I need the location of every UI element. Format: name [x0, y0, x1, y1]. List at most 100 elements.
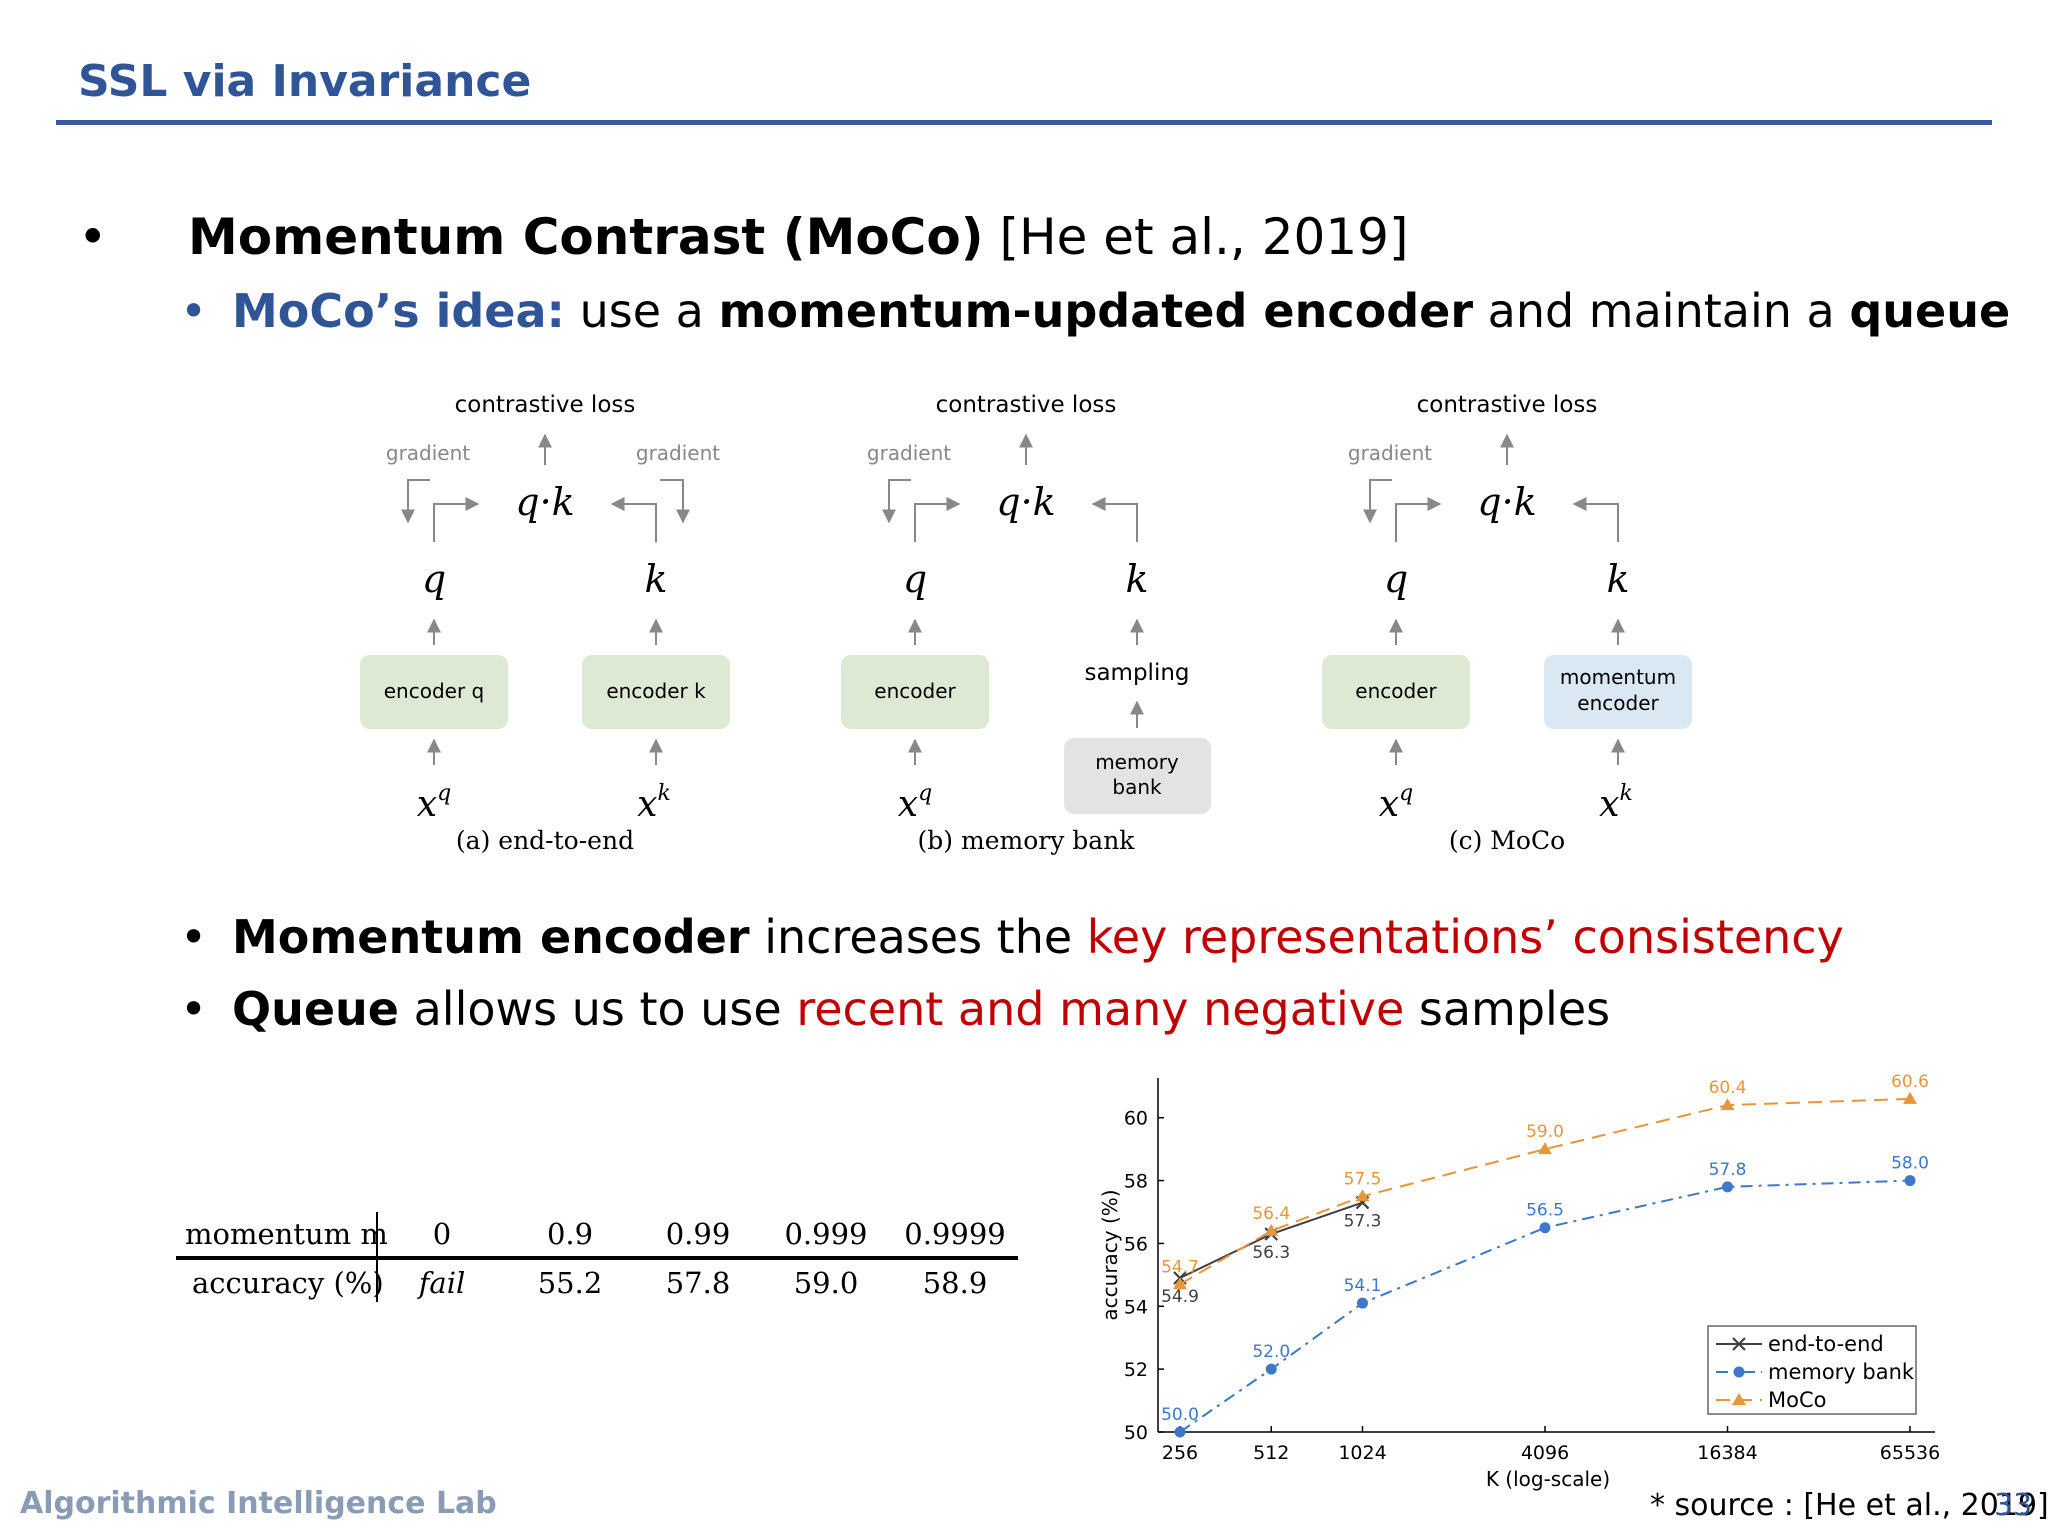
- encoder-box: [841, 655, 989, 729]
- xk-symbol: xk: [1599, 781, 1633, 825]
- data-point: [1722, 1181, 1733, 1193]
- data-label: 54.9: [1161, 1287, 1199, 1307]
- title-divider: [56, 120, 1992, 125]
- momentum-encoder-red: key representations’ consistency: [1086, 910, 1844, 964]
- bullet-momentum-encoder: • Momentum encoder increases the key repr…: [180, 910, 1844, 964]
- x-tick-label: 256: [1162, 1442, 1198, 1464]
- bullet-queue: • Queue allows us to use recent and many …: [180, 982, 1610, 1036]
- bullet-moco-cite: [He et al., 2019]: [983, 208, 1409, 266]
- queue-text-2: samples: [1404, 982, 1611, 1036]
- data-label: 52.0: [1252, 1342, 1290, 1362]
- idea-lead: MoCo’s idea:: [232, 284, 565, 338]
- data-label: 57.8: [1709, 1160, 1747, 1180]
- encoder-k-label: encoder k: [606, 679, 706, 703]
- series-line: [1179, 1097, 1911, 1286]
- y-axis-label: accuracy (%): [1098, 1189, 1122, 1320]
- k-symbol: k: [644, 557, 667, 601]
- gradient-arrow-left: [1363, 479, 1392, 524]
- momentum-table: momentum m accuracy (%) 0 0.9 0.99 0.999 0.9…: [176, 1212, 1018, 1302]
- y-tick-label: 60: [1124, 1108, 1148, 1130]
- y-tick-label: 54: [1124, 1296, 1148, 1318]
- table-cell-momentum: 0.9: [547, 1217, 593, 1251]
- legend-marker: [1732, 1393, 1746, 1405]
- x-tick-label: 512: [1253, 1442, 1289, 1464]
- data-label: 60.4: [1709, 1078, 1747, 1098]
- panel-memory-bank: contrastive loss gradient q·k q k encode…: [841, 392, 1211, 855]
- table-cell-momentum: 0: [433, 1217, 451, 1251]
- legend-label: end-to-end: [1768, 1332, 1884, 1356]
- gradient-arrow-right: [660, 479, 690, 524]
- memory-bank-label-2: bank: [1112, 775, 1162, 799]
- data-point: [1355, 1189, 1370, 1202]
- table-cell-momentum: 0.99: [666, 1217, 731, 1251]
- data-point: [1904, 1175, 1916, 1187]
- bullet-icon: •: [180, 910, 208, 964]
- data-label: 56.5: [1526, 1201, 1564, 1221]
- y-tick-label: 56: [1124, 1233, 1148, 1255]
- moco-diagram: contrastive loss gradient gradient q·k q…: [360, 392, 1692, 855]
- legend-label: memory bank: [1768, 1360, 1915, 1384]
- footer-source: * source : [He et al., 2019]: [1650, 1488, 2048, 1523]
- gradient-label-right: gradient: [636, 441, 720, 465]
- encoder-k-box: [582, 655, 730, 729]
- queue-text-1: allows us to use: [399, 982, 797, 1036]
- bullet-moco: • Momentum Contrast (MoCo) [He et al., 20…: [78, 208, 1408, 266]
- gradient-label-left: gradient: [867, 441, 951, 465]
- caption-end-to-end: (a) end-to-end: [456, 826, 634, 855]
- data-point: [1903, 1091, 1917, 1104]
- qk-symbol: q·k: [1477, 480, 1536, 524]
- q-to-qk-arrow: [433, 497, 480, 542]
- momentum-encoder-label-1: momentum: [1560, 665, 1676, 689]
- legend-marker: [1732, 1337, 1746, 1351]
- xq-symbol: xq: [1379, 781, 1413, 825]
- encoder-q-box: [360, 655, 508, 729]
- k-symbol: k: [1125, 557, 1148, 601]
- data-label: 59.0: [1526, 1122, 1564, 1142]
- idea-text-2: and maintain a: [1473, 284, 1850, 338]
- qk-symbol: q·k: [996, 480, 1055, 524]
- q-symbol: q: [903, 557, 927, 601]
- series-layer: 54.956.357.350.052.054.156.557.8 58.054.7…: [1161, 1072, 1929, 1438]
- series-memory-bank: 50.0 52.0 54.1 56.5 57.8 58.0: [1161, 1154, 1929, 1438]
- data-label: 50.0: [1161, 1405, 1199, 1425]
- data-label: 54.7: [1161, 1257, 1199, 1277]
- chart-legend: end-to-end memory bank MoCo: [1707, 1325, 1917, 1415]
- data-point: [1174, 1426, 1186, 1438]
- memory-bank-label-1: memory: [1095, 750, 1179, 774]
- bullet-moco-idea: • MoCo’s idea: use a momentum-updated enc…: [180, 284, 2010, 338]
- idea-bold-2: queue: [1849, 284, 2011, 338]
- x-tick-label: 4096: [1521, 1442, 1569, 1464]
- table-cells: 0 0.9 0.99 0.999 0.9999 fail 55.2 57.8 59.0 58.9: [417, 1217, 1006, 1300]
- k-symbol: k: [1606, 557, 1629, 601]
- table-cell-accuracy: 55.2: [538, 1266, 603, 1300]
- series-line: [1179, 1179, 1911, 1433]
- gradient-label-left: gradient: [1348, 441, 1432, 465]
- memory-bank-box: [1064, 738, 1211, 814]
- qk-symbol: q·k: [515, 480, 574, 524]
- data-point: [1720, 1098, 1735, 1111]
- x-tick-label: 1024: [1338, 1442, 1386, 1464]
- data-point: [1357, 1297, 1368, 1309]
- data-point: [1539, 1222, 1551, 1234]
- table-header-momentum-text: momentum m: [185, 1217, 388, 1251]
- table-header-accuracy: accuracy (%): [192, 1266, 384, 1300]
- panel-moco: contrastive loss gradient q·k q k encode…: [1322, 392, 1692, 855]
- q-symbol: q: [422, 557, 446, 601]
- queue-bold: Queue: [232, 982, 399, 1036]
- footer-lab-name: Algorithmic Intelligence Lab: [20, 1486, 497, 1521]
- x-axis-label: K (log-scale): [1486, 1467, 1610, 1491]
- xq-symbol: xq: [898, 781, 932, 825]
- encoder-label: encoder: [874, 679, 956, 703]
- gradient-arrow-left: [882, 479, 911, 524]
- xk-symbol: xk: [637, 781, 671, 825]
- contrastive-loss-label: contrastive loss: [936, 392, 1117, 418]
- data-point: [1173, 1277, 1187, 1290]
- bullet-icon: •: [180, 284, 208, 338]
- y-tick-label: 50: [1124, 1422, 1148, 1444]
- y-ticks: 50 52 54 56 58 60: [1124, 1108, 1164, 1444]
- contrastive-loss-label: contrastive loss: [455, 392, 636, 418]
- bullet-icon: •: [78, 208, 108, 266]
- data-point: [1264, 1223, 1279, 1236]
- panel-end-to-end: contrastive loss gradient gradient q·k q…: [360, 392, 730, 855]
- caption-memory-bank: (b) memory bank: [918, 826, 1136, 855]
